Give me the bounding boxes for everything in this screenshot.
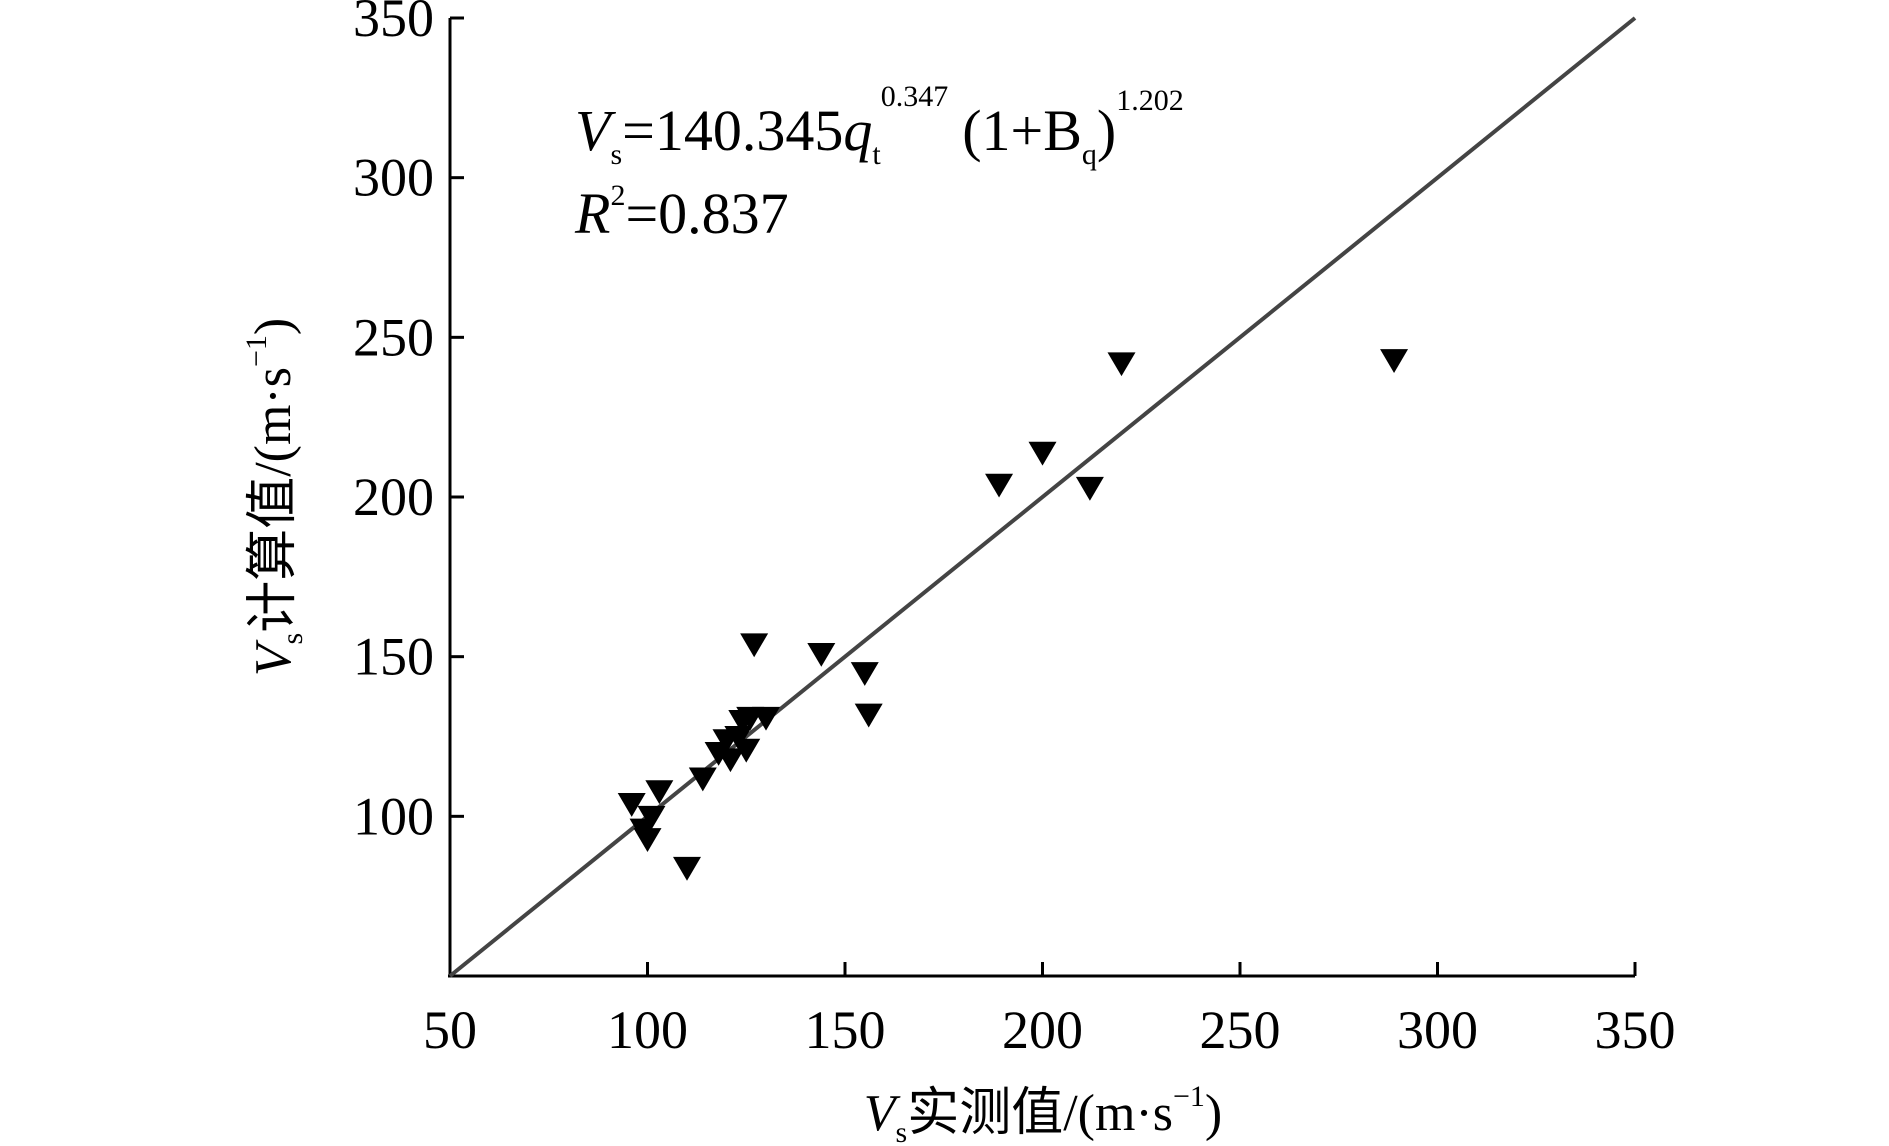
y-tick-label: 200 — [353, 467, 434, 527]
data-points — [617, 349, 1409, 881]
y-axis-title: Vs计算值/(m·s−1) — [240, 318, 309, 676]
x-axis-title: Vs实测值/(m·s−1) — [864, 1080, 1222, 1146]
data-point — [673, 856, 701, 881]
y-tick-label: 150 — [353, 627, 434, 687]
x-tick-label: 100 — [607, 1000, 688, 1060]
x-tick-label: 300 — [1397, 1000, 1478, 1060]
x-tick-label: 150 — [805, 1000, 886, 1060]
y-tick-label: 300 — [353, 148, 434, 208]
y-tick-label: 100 — [353, 786, 434, 846]
data-point — [732, 738, 761, 763]
y-axis-ticks: 100 150 200 250 300 350 — [353, 0, 464, 846]
equation-annotation: Vs=140.345qt0.347(1+Bq)1.202 — [575, 80, 1184, 171]
data-point — [752, 706, 780, 731]
data-point — [985, 473, 1014, 498]
r-squared-annotation: R2=0.837 — [574, 179, 789, 246]
data-point — [1107, 352, 1136, 377]
data-point — [645, 780, 674, 805]
data-point — [1075, 476, 1104, 501]
data-point — [1028, 441, 1057, 466]
x-axis-ticks: 50 100 150 200 250 300 350 — [423, 962, 1676, 1060]
data-point — [850, 662, 879, 686]
data-point — [688, 767, 717, 792]
data-point — [637, 805, 666, 830]
x-tick-label: 200 — [1002, 1000, 1083, 1060]
x-tick-label: 250 — [1200, 1000, 1281, 1060]
y-tick-label: 350 — [353, 0, 434, 48]
data-point — [1380, 349, 1409, 373]
y-tick-label: 250 — [353, 307, 434, 367]
x-tick-label: 350 — [1595, 1000, 1676, 1060]
data-point — [617, 793, 646, 817]
x-tick-label: 50 — [423, 1000, 477, 1060]
data-point — [740, 633, 769, 658]
data-point — [724, 726, 753, 750]
data-point — [716, 748, 745, 773]
data-point — [854, 703, 883, 728]
data-point — [633, 828, 662, 852]
data-point — [807, 642, 836, 667]
